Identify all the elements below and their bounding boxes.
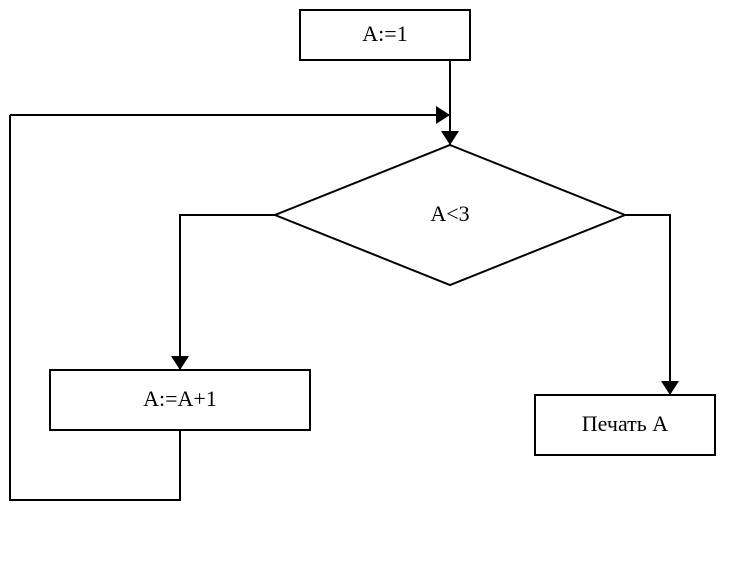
flowchart-canvas: A:=1 A<3 A:=A+1 Печать A: [0, 0, 740, 566]
node-decision: A<3: [275, 145, 625, 285]
edge-decision-true-to-increment: [180, 215, 275, 370]
node-increment-label: A:=A+1: [143, 386, 217, 411]
arrowhead-icon: [441, 131, 459, 145]
node-increment: A:=A+1: [50, 370, 310, 430]
node-init-label: A:=1: [362, 21, 407, 46]
node-decision-label: A<3: [430, 201, 469, 226]
arrowhead-icon: [171, 356, 189, 370]
node-print-label: Печать A: [582, 411, 669, 436]
node-init: A:=1: [300, 10, 470, 60]
arrowhead-icon: [661, 381, 679, 395]
node-print: Печать A: [535, 395, 715, 455]
edge-decision-false-to-print: [625, 215, 670, 395]
arrowhead-icon: [436, 106, 450, 124]
edge-increment-to-loop: [10, 115, 180, 500]
